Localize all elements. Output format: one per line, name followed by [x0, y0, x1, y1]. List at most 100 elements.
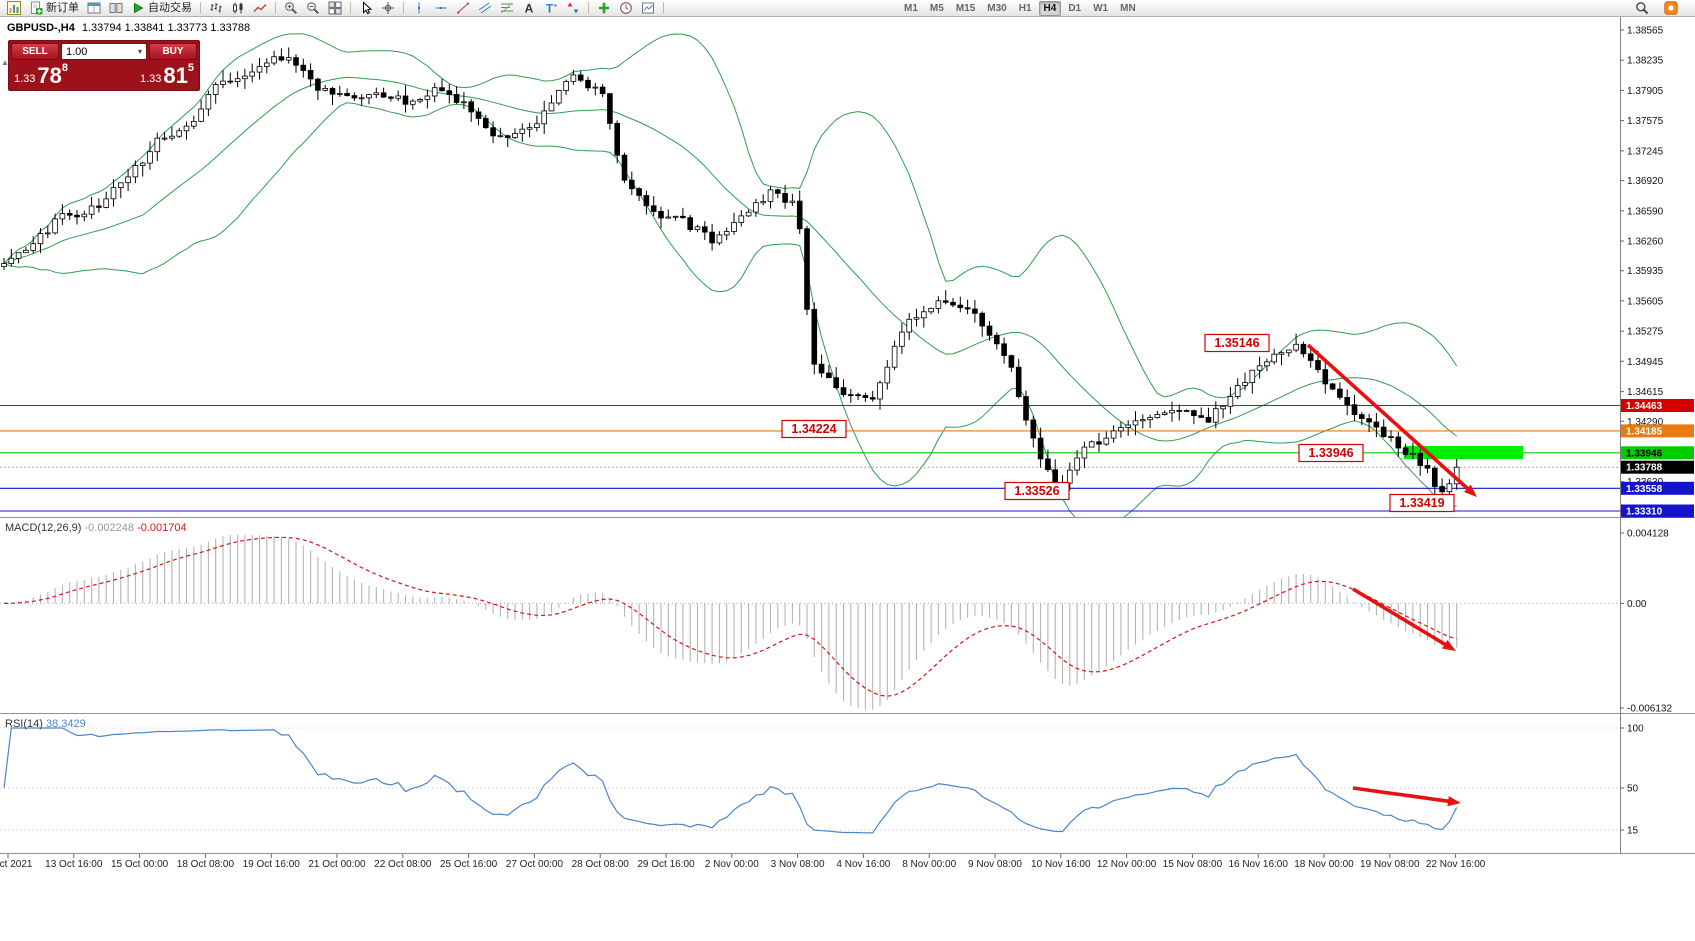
arrow-objects-icon[interactable]: [563, 0, 583, 17]
zoom-in-icon[interactable]: [281, 0, 301, 17]
trend-arrow[interactable]: [1352, 587, 1456, 651]
text-tool-icon-glyph: A: [522, 1, 536, 16]
timeframe-mn-button[interactable]: MN: [1120, 2, 1136, 14]
cursor-icon[interactable]: [356, 0, 376, 17]
periods-icon[interactable]: [616, 0, 636, 17]
timeframe-w1-button[interactable]: W1: [1093, 2, 1109, 14]
new-order-button[interactable]: 新订单: [26, 0, 82, 17]
horizontal-line-icon[interactable]: [431, 0, 451, 17]
new-chart-icon-glyph: [7, 1, 21, 15]
time-tick-label: 18 Nov 00:00: [1294, 859, 1354, 870]
tile-windows-icon[interactable]: [325, 0, 345, 17]
new-chart-icon[interactable]: [4, 0, 24, 17]
autotrading-button[interactable]: 自动交易: [128, 0, 195, 17]
search-icon[interactable]: [1632, 0, 1652, 17]
macd-signal-line: [3, 536, 1457, 697]
line-chart-mode-icon[interactable]: [250, 0, 270, 17]
templates-icon[interactable]: [638, 0, 658, 17]
notifications-icon-glyph: [1664, 1, 1678, 15]
bar-chart-mode-icon[interactable]: [206, 0, 226, 17]
sell-price[interactable]: 1.33 78 8: [11, 61, 71, 88]
buy-price-point: 5: [187, 62, 194, 74]
fibonacci-icon-glyph: [500, 1, 514, 15]
chart-title: GBPUSD-,H4 1.33794 1.33841 1.33773 1.3378…: [7, 22, 250, 34]
time-tick-label: 19 Nov 08:00: [1360, 859, 1420, 870]
sell-button-label: SELL: [22, 46, 48, 57]
buy-button[interactable]: BUY: [149, 43, 197, 60]
timeframe-h4-button[interactable]: H4: [1038, 0, 1062, 16]
time-tick-label: 4 Nov 16:00: [836, 859, 890, 870]
svg-text:1.33558: 1.33558: [1626, 484, 1663, 495]
timeframe-m1-button[interactable]: M1: [904, 2, 918, 14]
trendline-icon-glyph: [456, 1, 470, 15]
channel-icon[interactable]: [475, 0, 495, 17]
time-tick-label: 19 Oct 16:00: [243, 859, 301, 870]
axis-price-tag: 1.33310: [1621, 504, 1694, 518]
buy-price-pips: 81: [163, 63, 188, 88]
svg-text:1.33946: 1.33946: [1308, 446, 1353, 460]
svg-text:1.34185: 1.34185: [1626, 426, 1663, 437]
indicators-icon[interactable]: [594, 0, 614, 17]
price-axis[interactable]: 1.38565 1.38235 1.37905 1.37575 1.37245 1.369…: [1620, 26, 1694, 837]
price-annotation[interactable]: 1.33946: [1298, 443, 1364, 463]
rsi-axis-label: 15: [1627, 826, 1639, 837]
timeframe-m15-button[interactable]: M15: [955, 2, 976, 14]
candlestick-mode-icon[interactable]: [228, 0, 248, 17]
search-icon-glyph: [1635, 1, 1649, 15]
timeframe-h1-button[interactable]: H1: [1018, 2, 1032, 14]
svg-text:1.33946: 1.33946: [1626, 448, 1663, 459]
zoom-out-icon[interactable]: [303, 0, 323, 17]
sell-price-point: 8: [61, 62, 69, 74]
svg-text:1.35146: 1.35146: [1214, 336, 1259, 350]
bar-chart-mode-icon-glyph: [209, 1, 223, 15]
time-tick-label: 3 Nov 08:00: [771, 859, 825, 870]
toolbar-separator: [275, 2, 276, 14]
time-tick-label: 28 Oct 08:00: [572, 859, 630, 870]
vertical-line-icon[interactable]: [409, 0, 429, 17]
channel-icon-glyph: [478, 1, 492, 15]
chart-windows-icon[interactable]: [84, 0, 104, 17]
price-annotation[interactable]: 1.35146: [1204, 333, 1270, 353]
price-tick-label: 1.38235: [1627, 56, 1664, 67]
fibonacci-icon[interactable]: [497, 0, 517, 17]
volume-input[interactable]: 1.00 ▾: [61, 43, 147, 60]
trend-arrow[interactable]: [1306, 343, 1477, 497]
price-tick-label: 1.36920: [1627, 176, 1664, 187]
timeframe-m30-button[interactable]: M30: [987, 2, 1007, 14]
symbol-timeframe-label: GBPUSD-,H4: [7, 22, 75, 34]
main-plot[interactable]: [0, 33, 1620, 529]
text-tool-icon[interactable]: A: [519, 0, 539, 17]
autotrading-button-label: 自动交易: [148, 1, 192, 14]
buy-price[interactable]: 1.33 81 5: [137, 61, 197, 88]
market-depth-icon[interactable]: [106, 0, 126, 17]
timeframe-d1-button[interactable]: D1: [1068, 2, 1082, 14]
macd-plot[interactable]: [0, 534, 1620, 710]
arrow-objects-icon-glyph: [566, 1, 580, 15]
macd-axis-label: -0.006132: [1627, 704, 1672, 715]
rsi-plot[interactable]: [0, 727, 1620, 834]
time-tick-label: 15 Oct 00:00: [111, 859, 169, 870]
label-tool-icon[interactable]: T: [541, 0, 561, 17]
crosshair-icon[interactable]: [378, 0, 398, 17]
sell-price-base: 1.33: [14, 73, 36, 85]
trendline-icon[interactable]: [453, 0, 473, 17]
price-tick-label: 1.35275: [1627, 327, 1664, 338]
price-annotation[interactable]: 1.34224: [781, 419, 847, 439]
price-annotation[interactable]: 1.33526: [1004, 481, 1070, 501]
buy-button-label: BUY: [162, 46, 184, 57]
notifications-icon[interactable]: [1661, 0, 1681, 17]
sell-button[interactable]: SELL: [11, 43, 59, 60]
chart-objects: 1.35146 1.34224 1.33946 1.33526 1.33419: [781, 333, 1477, 807]
timeframe-m5-button[interactable]: M5: [929, 2, 944, 14]
axis-price-tag: 1.33946: [1621, 446, 1694, 460]
trend-arrow[interactable]: [1352, 786, 1461, 807]
price-annotation[interactable]: 1.33419: [1389, 493, 1455, 513]
one-click-collapse-icon[interactable]: ▲: [1, 58, 9, 67]
svg-text:1.33310: 1.33310: [1626, 507, 1663, 518]
chart-windows-icon-glyph: [87, 1, 101, 15]
label-tool-icon-glyph: T: [544, 1, 558, 15]
time-axis[interactable]: 8 Oct 2021 13 Oct 16:00 15 Oct 00:00 18 Oct…: [0, 854, 1486, 870]
volume-dropdown-icon[interactable]: ▾: [137, 47, 142, 56]
